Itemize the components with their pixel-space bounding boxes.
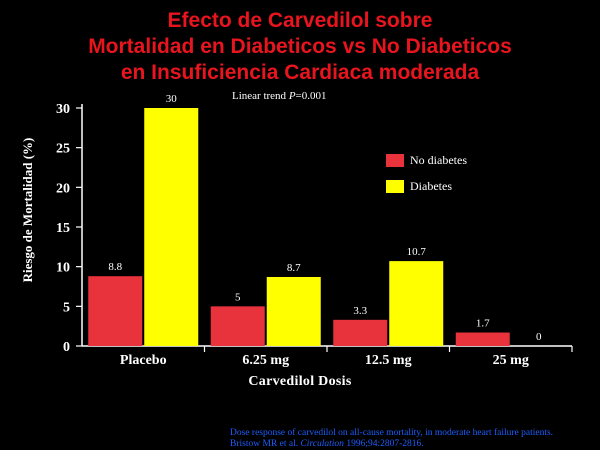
x-tick-label: 25 mg — [493, 353, 529, 368]
data-label-diabetes: 0 — [536, 331, 542, 343]
footnote-line-1: Dose response of carvedilol on all-cause… — [230, 428, 554, 438]
data-label-diabetes: 10.7 — [407, 246, 427, 258]
data-label-no-diabetes: 1.7 — [476, 318, 490, 330]
bar-no-diabetes — [210, 306, 265, 346]
bar-no-diabetes — [455, 332, 510, 346]
chart-title-line-3: en Insuficiencia Cardiaca moderada — [120, 61, 480, 84]
y-axis-label: Riesgo de Mortalidad (%) — [20, 137, 35, 283]
x-axis-label: Carvedilol Dosis — [248, 374, 352, 389]
y-tick-label: 5 — [63, 300, 70, 315]
data-label-diabetes: 8.7 — [287, 262, 301, 274]
x-tick-label: Placebo — [120, 353, 167, 368]
x-tick-label: 6.25 mg — [242, 353, 289, 368]
bar-diabetes — [266, 276, 321, 346]
legend-label-no-diabetes: No diabetes — [410, 153, 467, 167]
legend-swatch-diabetes — [386, 180, 404, 193]
bar-diabetes — [144, 108, 199, 346]
footnote-authors: Bristow MR et al. — [230, 439, 301, 449]
y-tick-label: 25 — [56, 142, 70, 157]
data-label-no-diabetes: 3.3 — [353, 305, 367, 317]
y-tick-label: 10 — [56, 261, 70, 276]
y-tick-label: 20 — [56, 181, 70, 196]
y-tick-label: 0 — [63, 340, 70, 355]
bar-diabetes — [389, 261, 444, 346]
legend-label-diabetes: Diabetes — [410, 179, 452, 193]
chart-title-line-2: Mortalidad en Diabeticos vs No Diabetico… — [88, 35, 512, 58]
chart-title-line-1: Efecto de Carvedilol sobre — [167, 9, 433, 32]
y-tick-label: 30 — [56, 102, 70, 117]
x-tick-label: 12.5 mg — [365, 353, 412, 368]
footnote-line-2: Bristow MR et al. Circulation 1996;94:28… — [230, 439, 424, 449]
footnote-citation: 1996;94:2807-2816. — [343, 439, 424, 449]
legend-swatch-no-diabetes — [386, 154, 404, 167]
data-label-no-diabetes: 8.8 — [108, 261, 122, 273]
data-label-no-diabetes: 5 — [235, 291, 241, 303]
bar-no-diabetes — [333, 319, 388, 346]
footnote-journal: Circulation — [300, 439, 344, 449]
data-label-diabetes: 30 — [166, 93, 178, 105]
y-tick-label: 15 — [56, 221, 70, 236]
linear-trend-annotation: Linear trend P=0.001 — [232, 90, 327, 102]
bar-no-diabetes — [88, 276, 143, 346]
